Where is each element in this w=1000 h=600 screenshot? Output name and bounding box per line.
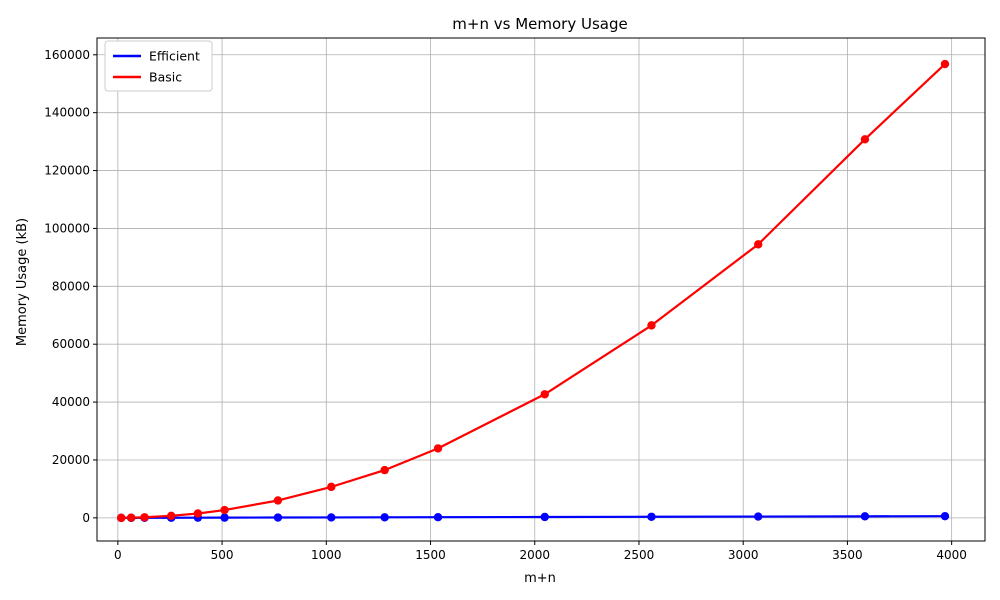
plot-area-frame	[96, 37, 986, 542]
data-point-basic	[327, 482, 336, 492]
data-point-efficient	[940, 511, 950, 521]
data-point-basic	[167, 511, 176, 521]
data-point-basic	[116, 513, 126, 523]
data-point-efficient	[273, 513, 283, 522]
y-axis-label: Memory Usage (kB)	[15, 218, 30, 346]
data-point-basic	[273, 496, 283, 505]
x-tick-label: 2500	[624, 548, 655, 562]
data-point-basic	[754, 240, 763, 249]
y-tick-label: 140000	[44, 106, 90, 120]
y-tick-label: 160000	[44, 48, 90, 62]
data-point-efficient	[380, 513, 389, 522]
axis-ticks: 0 500 1000 1500 2000 2500 3000 3500 400002000040…	[44, 48, 967, 562]
data-point-basic	[126, 513, 136, 522]
data-point-efficient	[327, 513, 336, 522]
x-tick-label: 500	[211, 548, 234, 562]
x-tick-label: 2000	[519, 548, 550, 562]
x-tick-label: 3500	[832, 548, 863, 562]
y-tick-label: 20000	[52, 453, 90, 467]
series-points	[116, 59, 950, 523]
data-point-efficient	[540, 512, 549, 522]
data-point-efficient	[220, 513, 229, 522]
x-tick-label: 1500	[415, 548, 446, 562]
x-tick-label: 4000	[936, 548, 967, 562]
y-tick-label: 120000	[44, 164, 90, 178]
data-point-basic	[433, 444, 443, 453]
data-point-efficient	[860, 512, 870, 521]
y-tick-label: 40000	[52, 395, 90, 409]
legend-label-efficient: Efficient	[149, 49, 200, 64]
data-point-basic	[380, 465, 389, 475]
data-point-efficient	[433, 513, 443, 522]
y-tick-label: 0	[82, 511, 90, 525]
data-point-basic	[860, 135, 870, 144]
x-axis-label: m+n	[524, 571, 556, 586]
legend-box	[104, 40, 213, 92]
x-tick-label: 1000	[311, 548, 342, 562]
data-point-basic	[540, 390, 549, 399]
data-point-efficient	[754, 512, 763, 521]
x-tick-label: 3000	[728, 548, 759, 562]
data-point-efficient	[647, 512, 656, 521]
y-tick-label: 80000	[52, 279, 90, 293]
y-tick-label: 60000	[52, 337, 90, 351]
y-tick-label: 100000	[44, 221, 90, 235]
x-tick-label: 0	[114, 548, 122, 562]
data-point-basic	[940, 59, 950, 69]
data-point-basic	[647, 321, 656, 330]
chart-title: m+n vs Memory Usage	[452, 15, 627, 33]
data-point-basic	[140, 513, 149, 522]
data-point-basic	[220, 505, 229, 515]
legend-label-basic: Basic	[149, 70, 182, 85]
legend: Efficient Basic	[104, 40, 213, 92]
data-point-basic	[193, 509, 203, 518]
